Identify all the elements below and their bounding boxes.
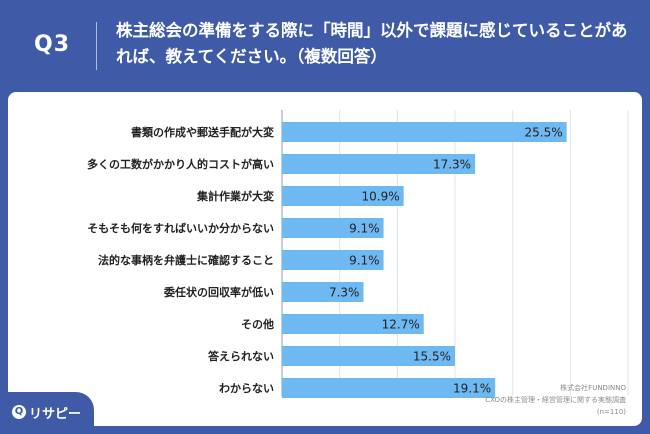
sample-size: (n=110)	[596, 408, 626, 416]
category-label: 答えられない	[208, 349, 274, 363]
logo-icon: Q	[12, 405, 26, 419]
question-title: 株主総会の準備をする際に「時間」以外で課題に感じていることがあれば、教えてくださ…	[116, 21, 628, 66]
value-label: 17.3%	[433, 158, 471, 172]
question-label: Q3	[34, 32, 71, 57]
bar	[282, 154, 476, 174]
category-label: 書類の作成や郵送手配が大変	[131, 125, 274, 139]
value-label: 25.5%	[524, 126, 562, 140]
value-label: 9.1%	[349, 254, 380, 268]
bar	[282, 186, 404, 206]
category-label: 多くの工数がかかり人的コストが高い	[87, 157, 274, 171]
value-label: 12.7%	[382, 318, 420, 332]
category-label: わからない	[219, 382, 274, 395]
category-label: 委任状の回収率が低い	[163, 285, 274, 299]
label-layer: 書類の作成や郵送手配が大変 25.5% 多くの工数がかかり人的コストが高い 17.3%…	[87, 125, 563, 396]
value-label: 7.3%	[329, 286, 360, 300]
source-company: 株式会社FUNDINNO	[560, 384, 626, 392]
bar	[282, 346, 455, 366]
logo-text: リサピー	[29, 407, 82, 422]
value-label: 9.1%	[349, 222, 380, 236]
bar	[282, 218, 384, 238]
header: Q3 株主総会の準備をする際に「時間」以外で課題に感じていることがあれば、教えて…	[0, 0, 650, 90]
category-label: 集計作業が大変	[196, 189, 274, 203]
category-label: 法的な事柄を弁護士に確認すること	[98, 253, 274, 267]
value-label: 15.5%	[413, 350, 451, 364]
category-label: そもそも何をすればいいか分からない	[87, 221, 274, 235]
bar	[282, 250, 384, 270]
value-label: 19.1%	[453, 382, 491, 396]
source-survey: CXOの株主管理・経営管理に関する実態調査	[485, 396, 626, 404]
bar	[282, 314, 424, 334]
bar-layer	[282, 122, 567, 398]
header-divider	[96, 22, 97, 70]
value-label: 10.9%	[362, 190, 400, 204]
source-note: 株式会社FUNDINNO CXOの株主管理・経営管理に関する実態調査 (n=11…	[485, 382, 626, 418]
category-label: その他	[241, 317, 274, 331]
bar	[282, 282, 364, 302]
brand-logo: Q リサピー	[0, 392, 94, 434]
bar	[282, 378, 496, 398]
bar	[282, 122, 567, 142]
